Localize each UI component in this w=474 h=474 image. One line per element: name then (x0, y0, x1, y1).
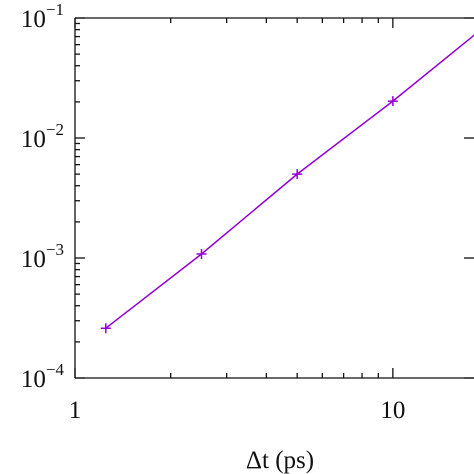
marker (196, 248, 207, 259)
y-tick-label: 10−2 (21, 120, 64, 153)
y-tick-label: 10−3 (21, 240, 64, 273)
y-tick-label: 10−1 (21, 0, 64, 33)
x-tick-label: 1 (69, 397, 82, 424)
y-tick-exponent: −2 (46, 120, 64, 139)
y-tick-base: 10 (21, 246, 46, 273)
y-tick-exponent: −1 (46, 0, 64, 19)
marker (100, 323, 111, 334)
series-line (105, 34, 474, 329)
y-tick-base: 10 (21, 366, 46, 393)
plot-area (100, 34, 474, 334)
x-axis-label: Δt (ps) (246, 447, 314, 474)
y-tick-exponent: −3 (46, 240, 64, 259)
y-tick-base: 10 (21, 6, 46, 33)
y-tick-label: 10−4 (21, 360, 65, 393)
y-tick-exponent: −4 (46, 360, 65, 379)
marker (292, 169, 303, 180)
y-tick-base: 10 (21, 126, 46, 153)
x-tick-label: 10 (380, 397, 405, 424)
marker (387, 96, 398, 107)
